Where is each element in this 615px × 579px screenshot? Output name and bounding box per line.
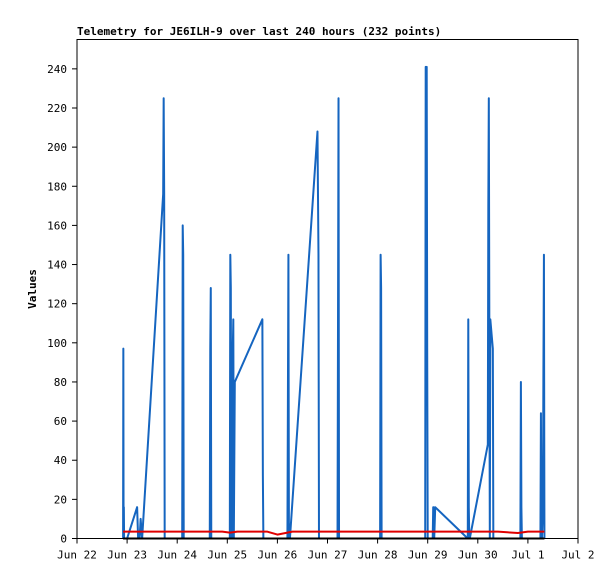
x-tick-label: Jun 26 xyxy=(258,549,298,562)
y-tick-label: 240 xyxy=(47,63,67,76)
x-axis: Jun 22 Jun 23 Jun 24 Jun 25 Jun 26 Jun 27 Jun … xyxy=(57,538,595,562)
chart-title: Telemetry for JE6ILH-9 over last 240 hou… xyxy=(77,25,441,38)
y-tick-label: 0 xyxy=(60,533,67,546)
x-tick-label: Jun 29 xyxy=(408,549,448,562)
y-tick-label: 220 xyxy=(47,102,67,115)
x-tick-label: Jun 30 xyxy=(458,549,498,562)
y-tick-label: 60 xyxy=(54,415,67,428)
y-tick-label: 200 xyxy=(47,141,67,154)
x-tick-label: Jun 24 xyxy=(157,549,197,562)
x-tick-label: Jun 25 xyxy=(207,549,247,562)
x-tick-label: Jun 28 xyxy=(358,549,398,562)
x-tick-label: Jul 1 xyxy=(511,549,544,562)
x-tick-label: Jun 23 xyxy=(107,549,147,562)
y-tick-label: 160 xyxy=(47,219,67,232)
y-tick-label: 20 xyxy=(54,493,67,506)
y-tick-label: 120 xyxy=(47,298,67,311)
x-tick-label: Jun 27 xyxy=(308,549,348,562)
y-axis: 0 20 40 60 80 100 120 140 160 180 200 220 240 xyxy=(47,63,77,546)
x-tick-label: Jul 2 xyxy=(561,549,594,562)
y-axis-title: Values xyxy=(26,269,39,309)
y-tick-label: 180 xyxy=(47,180,67,193)
x-tick-label: Jun 22 xyxy=(57,549,97,562)
y-tick-label: 80 xyxy=(54,376,67,389)
y-tick-label: 140 xyxy=(47,259,67,272)
series-line-2 xyxy=(123,530,545,536)
y-tick-label: 100 xyxy=(47,337,67,350)
y-tick-label: 40 xyxy=(54,454,67,467)
